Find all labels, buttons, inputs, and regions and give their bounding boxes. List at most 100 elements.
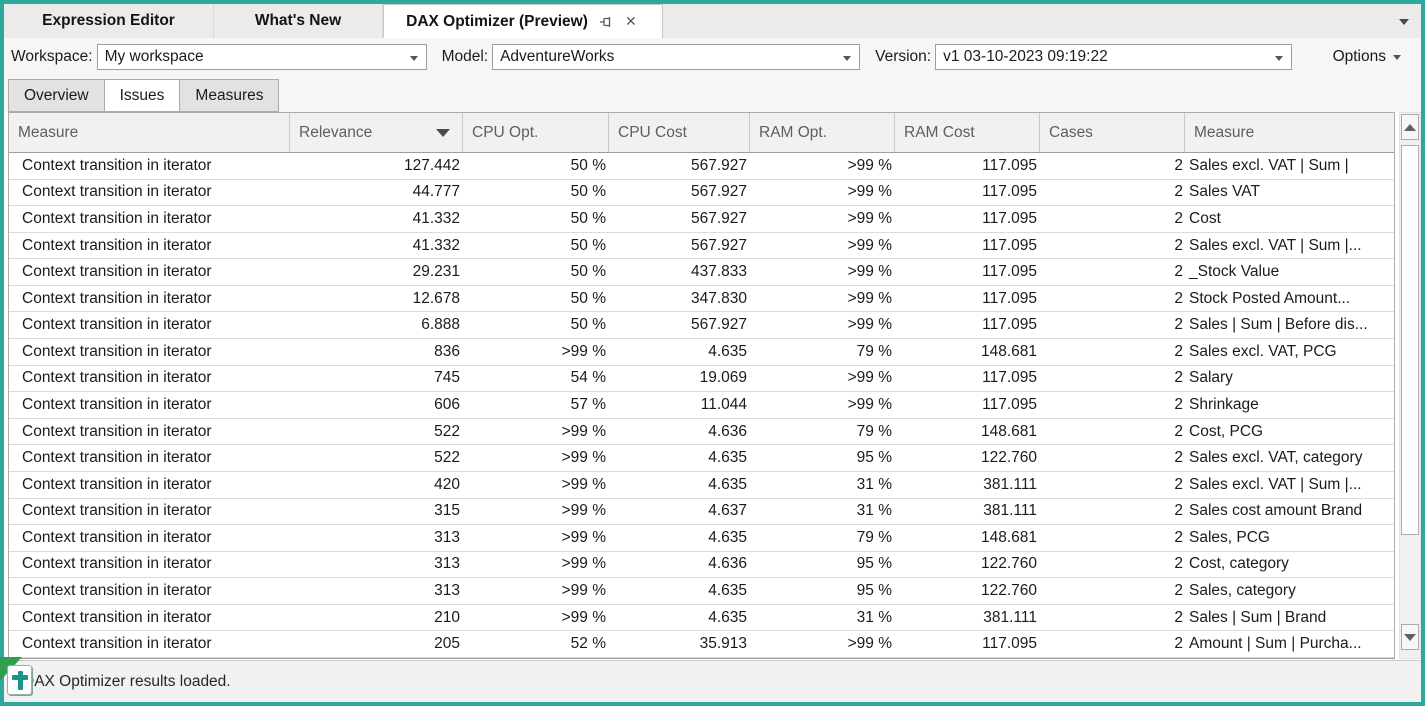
cell-relevance: 420	[434, 475, 460, 493]
column-header-measure-name[interactable]: Measure	[1194, 123, 1255, 141]
cell-cpu-opt: 57 %	[570, 395, 606, 413]
workspace-value: My workspace	[104, 48, 204, 65]
table-row[interactable]: Context transition in iterator 313 >99 %…	[9, 552, 1394, 579]
tab-list-dropdown-icon[interactable]	[1399, 19, 1409, 25]
grid-body: Context transition in iterator 127.442 5…	[9, 153, 1394, 658]
table-row[interactable]: Context transition in iterator 836 >99 %…	[9, 339, 1394, 366]
column-header-cpu-cost[interactable]: CPU Cost	[609, 113, 750, 152]
tab-measures[interactable]: Measures	[179, 79, 280, 112]
cell-relevance: 313	[434, 528, 460, 546]
cell-ram-cost: 117.095	[982, 395, 1037, 413]
workspace-label: Workspace:	[11, 48, 93, 65]
cell-issue: Context transition in iterator	[22, 289, 212, 307]
grid-main: Measure Relevance CPU Opt. CPU Cost RAM …	[8, 112, 1395, 659]
cell-issue: Context transition in iterator	[22, 582, 212, 600]
cell-relevance: 41.332	[412, 209, 460, 227]
cell-measure: Sales excl. VAT | Sum |...	[1189, 475, 1362, 493]
table-row[interactable]: Context transition in iterator 313 >99 %…	[9, 578, 1394, 605]
cell-relevance: 205	[434, 635, 460, 653]
scroll-up-button[interactable]	[1401, 114, 1419, 140]
cell-relevance: 606	[434, 395, 460, 413]
column-header-relevance[interactable]: Relevance	[290, 113, 463, 152]
table-row[interactable]: Context transition in iterator 12.678 50…	[9, 286, 1394, 313]
scroll-down-button[interactable]	[1401, 624, 1419, 650]
cell-measure: Sales excl. VAT, category	[1189, 449, 1363, 467]
cell-ram-cost: 381.111	[983, 475, 1037, 493]
column-header-ram-cost[interactable]: RAM Cost	[895, 113, 1040, 152]
cell-ram-opt: >99 %	[847, 156, 892, 174]
table-row[interactable]: Context transition in iterator 522 >99 %…	[9, 445, 1394, 472]
tab-overview[interactable]: Overview	[8, 79, 105, 112]
table-row[interactable]: Context transition in iterator 127.442 5…	[9, 153, 1394, 180]
cell-cases: 2	[1174, 555, 1183, 573]
table-row[interactable]: Context transition in iterator 29.231 50…	[9, 259, 1394, 286]
cell-ram-cost: 148.681	[980, 342, 1037, 360]
cell-cpu-cost: 4.636	[708, 555, 747, 573]
cell-measure: Sales excl. VAT, PCG	[1189, 342, 1337, 360]
workspace-select[interactable]: My workspace	[96, 44, 427, 70]
cell-cpu-opt: >99 %	[561, 422, 606, 440]
cell-cpu-cost: 4.635	[708, 582, 747, 600]
table-row[interactable]: Context transition in iterator 522 >99 %…	[9, 419, 1394, 446]
table-row[interactable]: Context transition in iterator 745 54 % …	[9, 366, 1394, 393]
cell-ram-opt: 95 %	[856, 555, 892, 573]
cell-relevance: 6.888	[421, 316, 460, 334]
cell-measure: Salary	[1189, 369, 1233, 387]
cell-ram-opt: 79 %	[856, 342, 892, 360]
tab-label: DAX Optimizer (Preview)	[406, 12, 588, 30]
cell-cases: 2	[1174, 528, 1183, 546]
model-select[interactable]: AdventureWorks	[492, 44, 861, 70]
table-row[interactable]: Context transition in iterator 315 >99 %…	[9, 499, 1394, 526]
close-icon: ✕	[625, 13, 637, 29]
pin-button[interactable]	[598, 13, 616, 31]
table-row[interactable]: Context transition in iterator 41.332 50…	[9, 206, 1394, 233]
status-bar: DAX Optimizer results loaded.	[4, 660, 1421, 702]
table-row[interactable]: Context transition in iterator 210 >99 %…	[9, 605, 1394, 632]
column-header-ram-opt[interactable]: RAM Opt.	[750, 113, 895, 152]
column-header-measure[interactable]: Measure	[9, 113, 290, 152]
table-row[interactable]: Context transition in iterator 41.332 50…	[9, 233, 1394, 260]
cell-ram-opt: >99 %	[847, 209, 892, 227]
cell-issue: Context transition in iterator	[22, 422, 212, 440]
version-select[interactable]: v1 03-10-2023 09:19:22	[935, 44, 1293, 70]
cell-cases: 2	[1174, 289, 1183, 307]
cell-ram-opt: 31 %	[856, 502, 892, 520]
tab-label: Issues	[119, 86, 165, 104]
cell-cpu-opt: >99 %	[561, 608, 606, 626]
column-header-cpu-opt[interactable]: CPU Opt.	[463, 113, 609, 152]
cell-cpu-opt: >99 %	[561, 582, 606, 600]
vertical-scrollbar[interactable]	[1399, 112, 1421, 659]
tab-dax-optimizer[interactable]: DAX Optimizer (Preview) ✕	[383, 4, 663, 38]
close-tab-button[interactable]: ✕	[622, 13, 640, 31]
tab-whats-new[interactable]: What's New	[214, 4, 383, 38]
cell-ram-opt: >99 %	[847, 635, 892, 653]
tab-label: What's New	[254, 12, 342, 29]
table-row[interactable]: Context transition in iterator 313 >99 %…	[9, 525, 1394, 552]
cell-ram-opt: 79 %	[856, 528, 892, 546]
cell-relevance: 313	[434, 582, 460, 600]
options-button[interactable]: Options	[1327, 44, 1407, 70]
cell-ram-cost: 148.681	[980, 528, 1037, 546]
table-row[interactable]: Context transition in iterator 44.777 50…	[9, 180, 1394, 207]
cell-ram-cost: 117.095	[982, 156, 1037, 174]
cell-ram-cost: 117.095	[982, 289, 1037, 307]
cell-issue: Context transition in iterator	[22, 236, 212, 254]
cell-issue: Context transition in iterator	[22, 528, 212, 546]
cell-relevance: 127.442	[403, 156, 460, 174]
cell-cases: 2	[1174, 449, 1183, 467]
tab-issues[interactable]: Issues	[103, 79, 181, 112]
cell-relevance: 29.231	[412, 263, 460, 281]
cell-cpu-opt: >99 %	[561, 475, 606, 493]
cell-cpu-cost: 4.635	[708, 342, 747, 360]
table-row[interactable]: Context transition in iterator 420 >99 %…	[9, 472, 1394, 499]
column-header-cases[interactable]: Cases	[1040, 113, 1185, 152]
tab-expression-editor[interactable]: Expression Editor	[4, 4, 214, 38]
table-row[interactable]: Context transition in iterator 606 57 % …	[9, 392, 1394, 419]
cell-cpu-cost: 567.927	[690, 316, 747, 334]
table-row[interactable]: Context transition in iterator 205 52 % …	[9, 631, 1394, 658]
cell-cpu-opt: >99 %	[561, 502, 606, 520]
scrollbar-thumb[interactable]	[1401, 145, 1419, 535]
table-row[interactable]: Context transition in iterator 6.888 50 …	[9, 312, 1394, 340]
cell-issue: Context transition in iterator	[22, 263, 212, 281]
